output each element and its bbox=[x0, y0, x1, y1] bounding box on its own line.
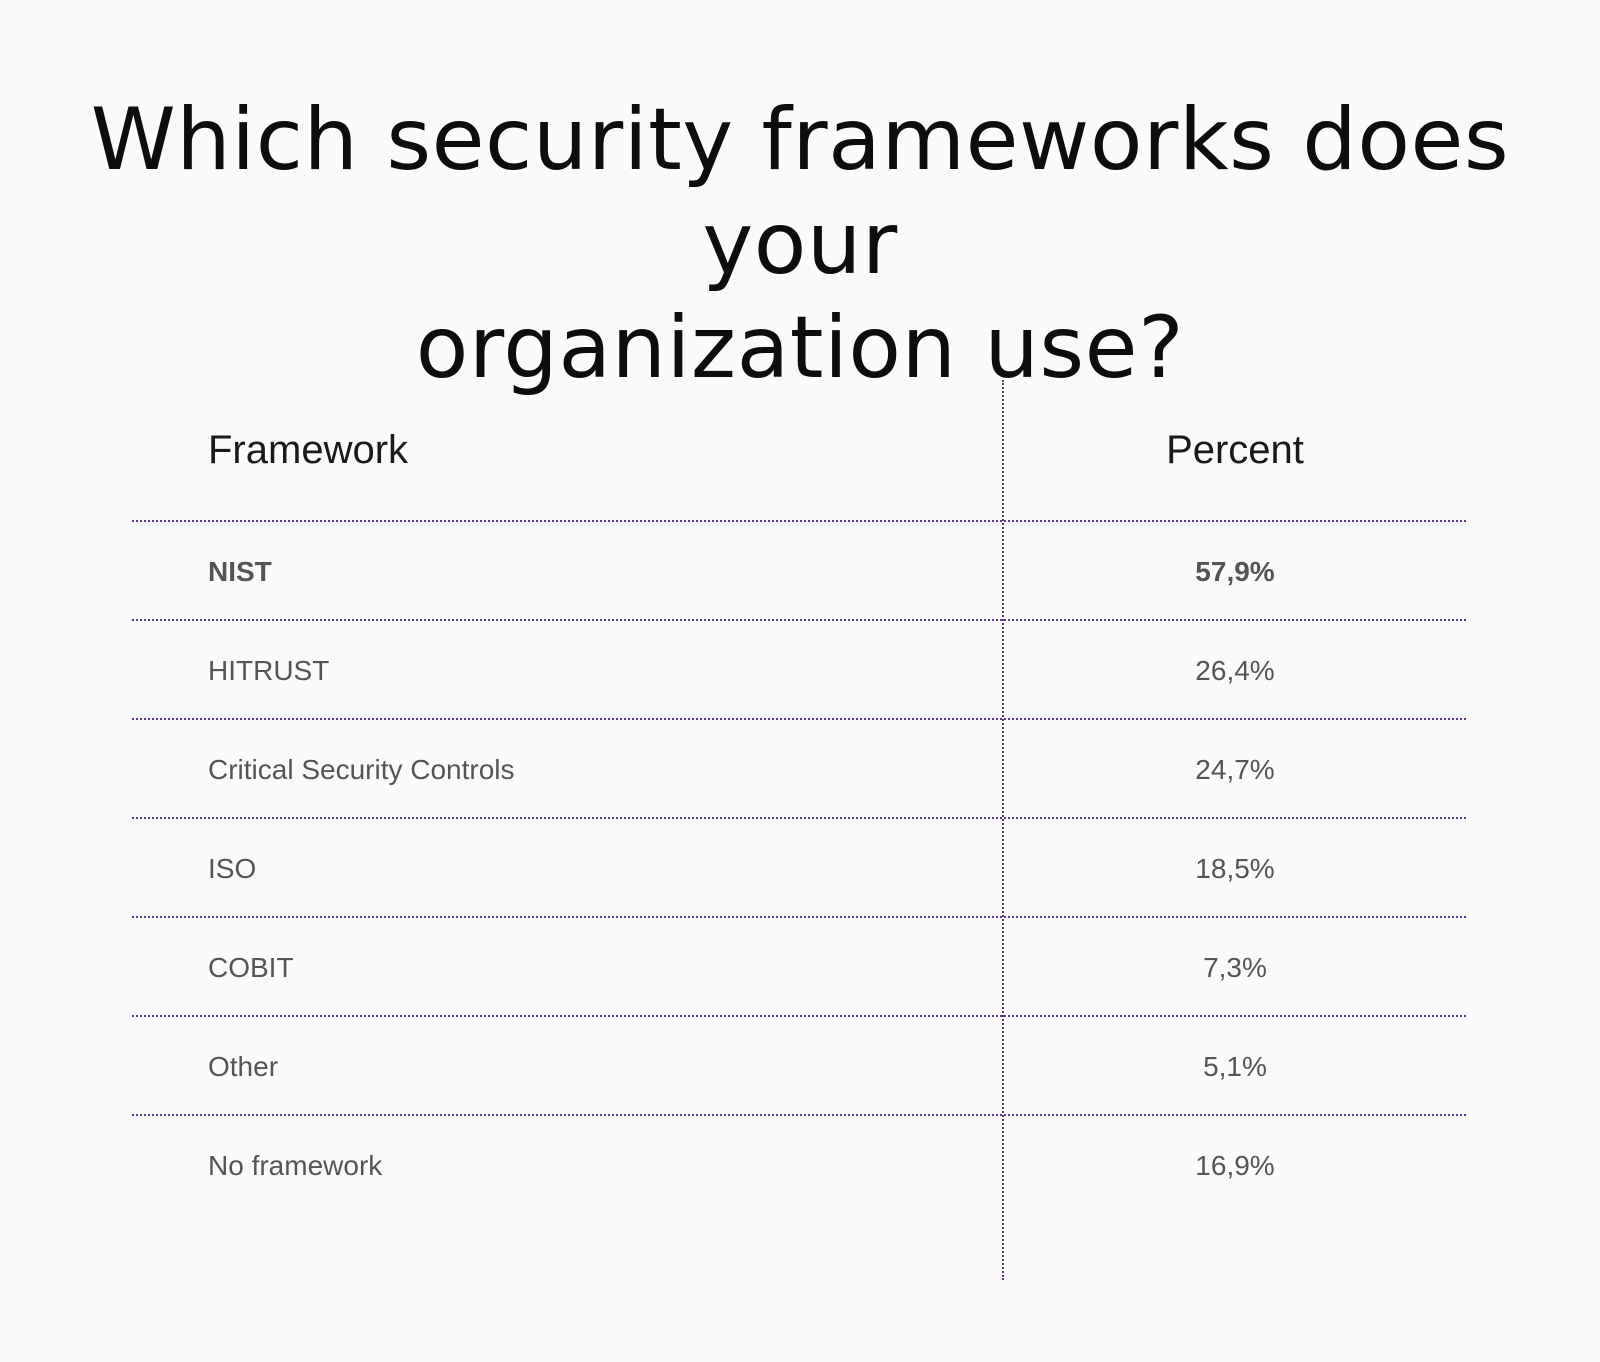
percent-cell: 24,7% bbox=[1195, 754, 1275, 785]
row-divider bbox=[132, 718, 1466, 720]
percent-cell: 26,4% bbox=[1195, 655, 1275, 686]
framework-cell: No framework bbox=[208, 1150, 383, 1181]
column-divider bbox=[1002, 380, 1004, 1280]
percent-cell: 5,1% bbox=[1203, 1051, 1267, 1082]
percent-cell: 16,9% bbox=[1195, 1150, 1275, 1181]
percent-cell: 7,3% bbox=[1203, 952, 1267, 983]
row-divider bbox=[132, 1015, 1466, 1017]
percent-cell: 57,9% bbox=[1195, 556, 1275, 587]
framework-cell: COBIT bbox=[208, 952, 294, 983]
framework-cell: Other bbox=[208, 1051, 279, 1082]
chart-title-line-2: organization use? bbox=[415, 298, 1185, 398]
percent-cell: 18,5% bbox=[1195, 853, 1275, 884]
framework-cell: Critical Security Controls bbox=[208, 754, 515, 785]
row-divider bbox=[132, 1114, 1466, 1116]
row-divider bbox=[132, 520, 1466, 522]
header-framework: Framework bbox=[208, 428, 409, 472]
header-percent: Percent bbox=[1166, 428, 1304, 472]
row-divider bbox=[132, 619, 1466, 621]
chart-title: Which security frameworks does your orga… bbox=[0, 88, 1600, 400]
row-divider bbox=[132, 817, 1466, 819]
framework-cell: HITRUST bbox=[208, 655, 330, 686]
chart-title-line-1: Which security frameworks does your bbox=[90, 90, 1510, 294]
framework-cell: NIST bbox=[208, 556, 272, 587]
frameworks-table: Framework Percent NIST 57,9% HITRUST 26,4% C… bbox=[132, 380, 1466, 1280]
framework-cell: ISO bbox=[208, 853, 257, 884]
row-divider bbox=[132, 916, 1466, 918]
